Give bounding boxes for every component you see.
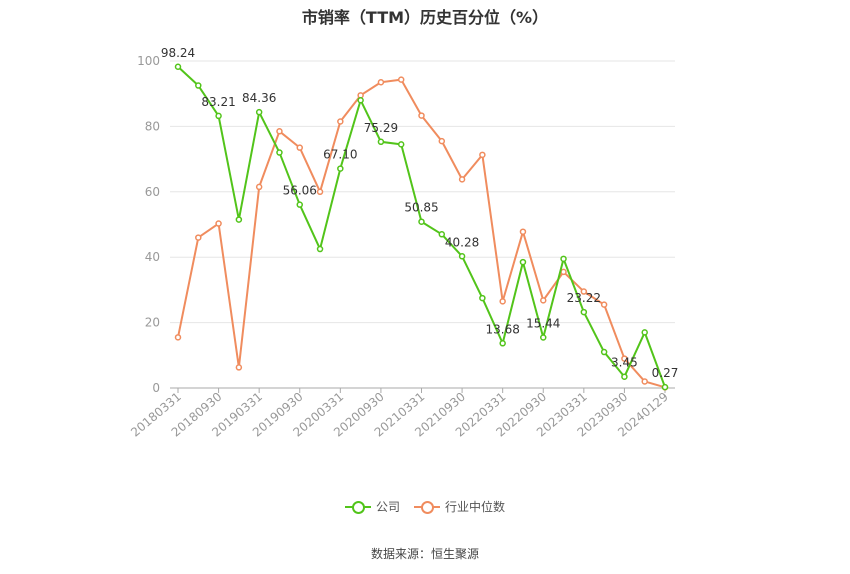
data-point-company bbox=[418, 218, 425, 225]
y-tick-label: 80 bbox=[145, 119, 160, 133]
data-point-industry bbox=[560, 268, 567, 276]
legend-swatch-company bbox=[344, 500, 371, 514]
data-point-industry bbox=[377, 79, 385, 86]
data-label-company: 40.28 bbox=[445, 235, 479, 249]
data-point-company bbox=[255, 108, 263, 116]
data-point-industry bbox=[418, 112, 425, 119]
data-point-industry bbox=[215, 220, 222, 227]
data-label-company: 0.27 bbox=[652, 366, 679, 380]
data-point-company bbox=[377, 138, 385, 146]
chart-title: 市销率（TTM）历史百分位（%） bbox=[301, 8, 549, 27]
legend-swatch-industry bbox=[414, 500, 440, 514]
y-tick-label: 60 bbox=[145, 185, 160, 199]
data-point-industry bbox=[174, 334, 182, 341]
legend: 公司 行业中位数 bbox=[0, 498, 850, 515]
data-point-company bbox=[580, 308, 588, 316]
data-point-industry bbox=[458, 176, 466, 183]
data-point-company bbox=[357, 96, 364, 104]
label-layer: 98.24 83.21 84.36 56.06 67.10 75.29 50.85 40.28… bbox=[161, 46, 679, 380]
legend-item-industry[interactable]: 行业中位数 bbox=[414, 498, 505, 515]
data-point-industry bbox=[255, 183, 263, 191]
data-point-company bbox=[337, 165, 344, 172]
data-point-company bbox=[215, 112, 222, 120]
data-point-industry bbox=[438, 137, 446, 145]
data-point-company bbox=[641, 329, 648, 336]
y-tick-label: 40 bbox=[145, 250, 160, 264]
data-point-industry bbox=[397, 76, 405, 83]
data-label-company: 13.68 bbox=[485, 322, 519, 336]
data-label-company: 3.45 bbox=[611, 356, 638, 370]
data-label-company: 83.21 bbox=[201, 95, 235, 109]
legend-label-industry: 行业中位数 bbox=[445, 500, 506, 514]
data-point-company bbox=[499, 340, 506, 347]
data-point-industry bbox=[499, 298, 506, 305]
data-point-company bbox=[276, 149, 283, 156]
data-point-company bbox=[560, 255, 567, 263]
data-point-industry bbox=[580, 288, 588, 295]
data-point-industry bbox=[276, 128, 283, 135]
data-point-company bbox=[438, 231, 446, 238]
data-source: 数据来源：恒生聚源 bbox=[370, 547, 479, 561]
y-tick-label: 100 bbox=[137, 54, 160, 68]
data-label-company: 23.22 bbox=[567, 291, 601, 305]
legend-label-company: 公司 bbox=[375, 500, 400, 514]
data-point-industry bbox=[235, 364, 243, 371]
data-label-company: 50.85 bbox=[404, 201, 438, 215]
data-point-company bbox=[316, 245, 324, 253]
data-point-industry bbox=[519, 228, 527, 235]
data-point-industry bbox=[540, 297, 547, 304]
y-tick-label: 0 bbox=[152, 381, 160, 395]
data-point-company bbox=[195, 82, 202, 89]
data-point-company bbox=[235, 216, 243, 223]
series-line-industry bbox=[177, 78, 666, 389]
data-point-company bbox=[174, 63, 182, 71]
data-label-company: 67.10 bbox=[323, 148, 357, 162]
data-point-company bbox=[397, 141, 405, 148]
data-label-company: 56.06 bbox=[283, 184, 317, 198]
data-label-company: 98.24 bbox=[161, 46, 195, 60]
data-point-industry bbox=[600, 301, 608, 308]
data-point-company bbox=[458, 253, 466, 260]
data-point-company bbox=[621, 373, 628, 380]
data-label-company: 15.44 bbox=[526, 317, 560, 331]
legend-item-company[interactable]: 公司 bbox=[344, 498, 400, 515]
data-point-industry bbox=[641, 378, 648, 385]
data-point-industry bbox=[316, 188, 324, 196]
y-tick-label: 20 bbox=[145, 316, 160, 330]
data-point-industry bbox=[621, 355, 628, 362]
data-point-industry bbox=[337, 118, 344, 125]
data-point-industry bbox=[479, 151, 486, 159]
data-point-company bbox=[540, 334, 547, 341]
data-point-company bbox=[479, 294, 486, 302]
data-point-company bbox=[519, 258, 527, 266]
data-point-industry bbox=[296, 144, 303, 151]
data-point-company bbox=[661, 383, 669, 391]
axis-layer: 0204060801002018033120180930201903312019… bbox=[128, 54, 675, 440]
data-point-company bbox=[296, 201, 303, 208]
data-label-company: 84.36 bbox=[242, 91, 276, 105]
series-layer bbox=[174, 63, 669, 391]
grid-layer bbox=[170, 60, 675, 324]
data-label-company: 75.29 bbox=[364, 121, 398, 135]
data-point-company bbox=[600, 348, 608, 356]
data-point-industry bbox=[195, 234, 202, 241]
